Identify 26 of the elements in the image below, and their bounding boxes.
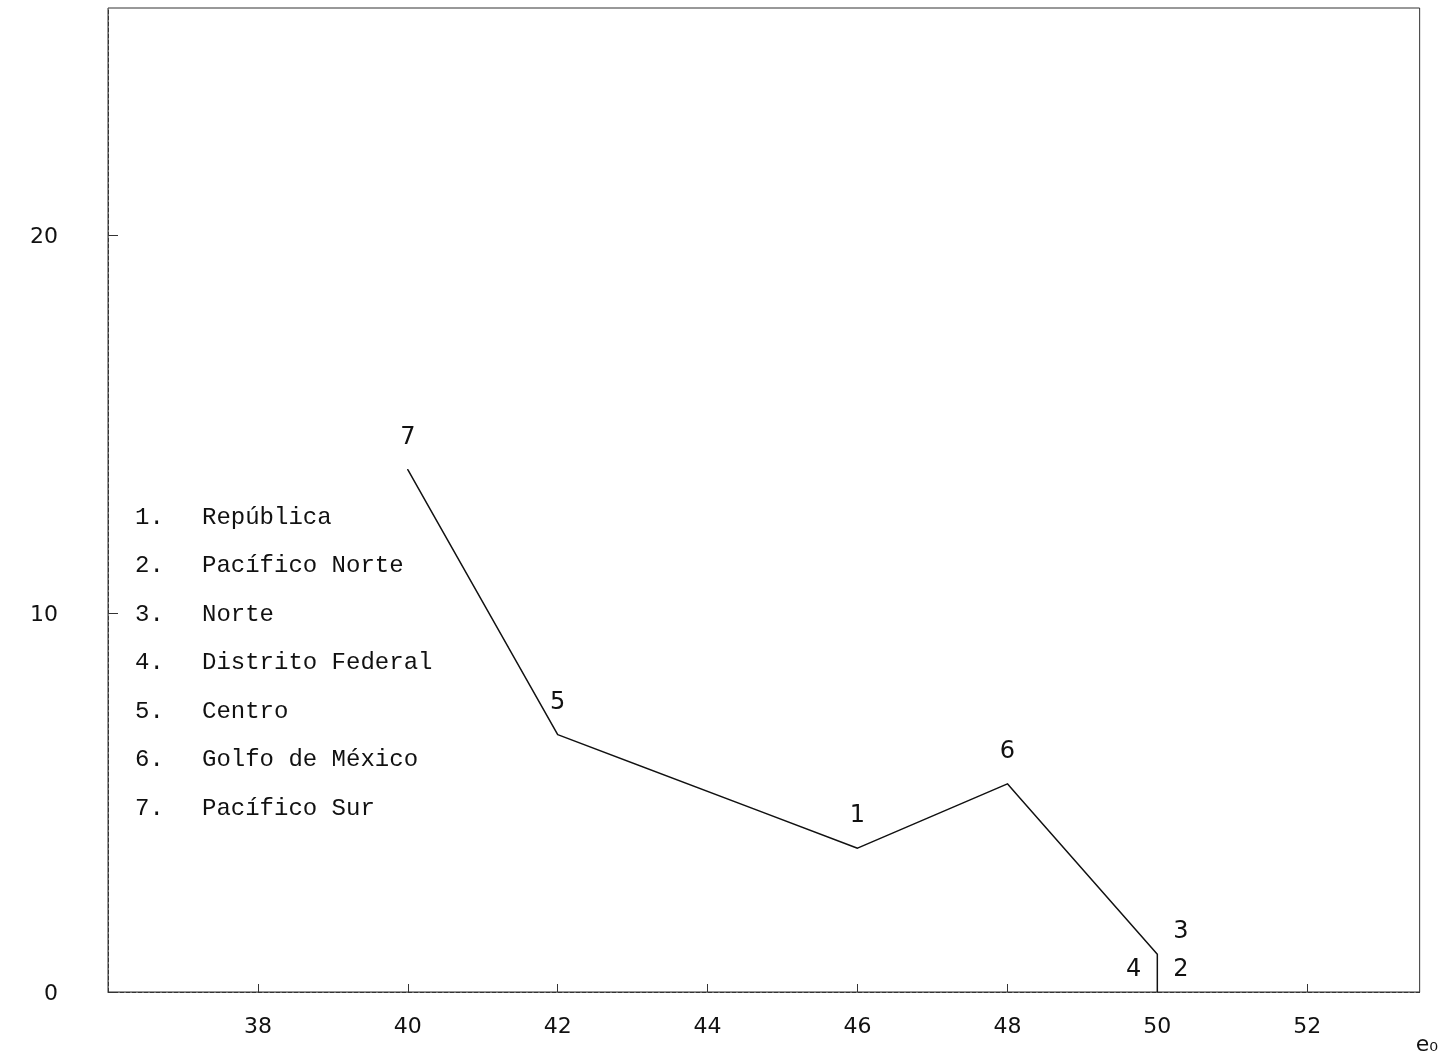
annotation: 7 <box>400 421 416 450</box>
y-tick-label: 20 <box>30 222 58 248</box>
x-tick-label: 50 <box>1143 1012 1172 1038</box>
annotation: 4 <box>1126 954 1142 982</box>
x-tick-label: 46 <box>843 1012 872 1038</box>
text: 6. Golfo de México <box>135 746 419 773</box>
x-tick-label: 52 <box>1293 1012 1322 1038</box>
x-tick-label: 42 <box>543 1012 572 1038</box>
text: 5. Centro <box>135 697 289 725</box>
x-axis-title: e₀ <box>1415 1030 1439 1054</box>
x-tick-label: 48 <box>993 1012 1022 1038</box>
annotation: 5 <box>550 686 566 715</box>
annotation: 3 <box>1173 916 1189 945</box>
text: 2. Pacífico Norte <box>135 552 404 579</box>
annotation: 6 <box>999 735 1016 764</box>
text: 3. Norte <box>135 600 275 628</box>
y-tick-label: 10 <box>30 601 58 627</box>
x-tick-label: 38 <box>243 1012 272 1038</box>
text: 7. Pacífico Sur <box>135 794 375 822</box>
y-tick-label: 0 <box>44 979 58 1005</box>
text: 4. Distrito Federal <box>135 649 433 676</box>
annotation: 2 <box>1173 954 1189 982</box>
x-tick-label: 40 <box>393 1012 422 1038</box>
annotation: 1 <box>849 800 866 829</box>
x-tick-label: 44 <box>693 1012 722 1038</box>
text: 1. República <box>135 503 332 531</box>
